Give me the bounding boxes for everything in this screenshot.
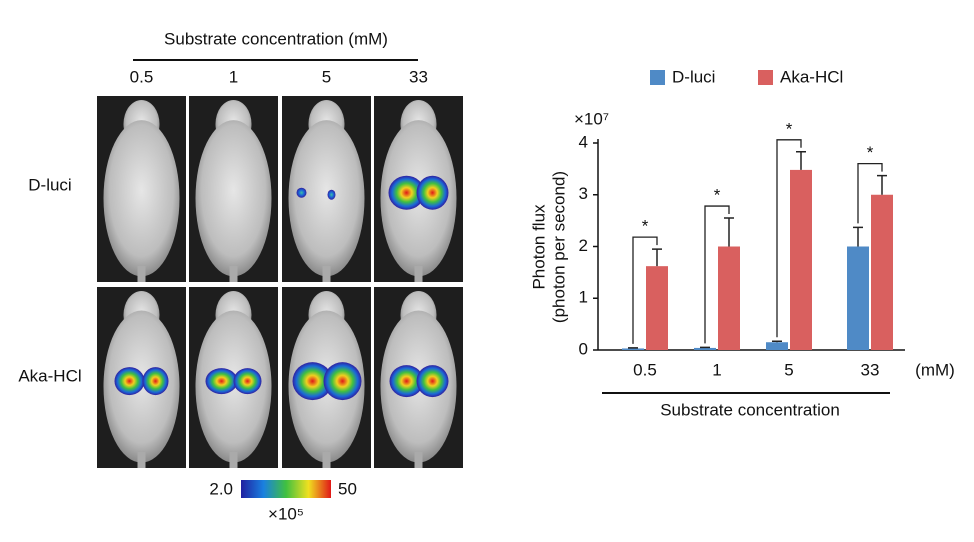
signal: [205, 368, 238, 395]
x-unit: (mM): [915, 360, 955, 379]
mouse-body: [103, 120, 180, 277]
mouse-tail: [322, 266, 331, 282]
colorbar: [241, 480, 331, 498]
significance-marker: *: [786, 119, 793, 138]
y-tick-label: 2: [579, 236, 588, 255]
colorbar-unit: ×10⁵: [268, 504, 304, 523]
column-label: 5: [322, 67, 331, 86]
error-bar: [628, 347, 638, 349]
signal: [323, 362, 362, 401]
mouse-tail: [322, 452, 331, 468]
significance-bracket: [632, 236, 658, 344]
legend-label: D-luci: [672, 67, 715, 86]
mouse-image: [374, 96, 463, 282]
mouse-image: [282, 287, 371, 468]
signal: [114, 367, 145, 396]
error-bar: [652, 248, 662, 267]
mouse-image: [97, 96, 186, 282]
column-label: 1: [229, 67, 238, 86]
mouse-body: [195, 120, 272, 277]
error-bar: [724, 217, 734, 247]
y-tick-label: 3: [579, 184, 588, 203]
signal: [233, 368, 262, 395]
bar: [790, 169, 812, 350]
signal: [296, 187, 307, 198]
bar: [694, 347, 716, 350]
y-tick-label: 0: [579, 339, 588, 358]
bar: [766, 342, 788, 350]
mouse-image: [282, 96, 371, 282]
significance-bracket: [857, 162, 883, 224]
mouse-image: [189, 287, 278, 468]
bar: [871, 194, 893, 350]
signal: [142, 367, 169, 396]
mouse-image: [189, 96, 278, 282]
significance-marker: *: [714, 186, 721, 205]
signal: [292, 362, 333, 401]
bar: [718, 246, 740, 350]
bar: [622, 348, 644, 350]
signal: [327, 189, 336, 200]
signal: [416, 365, 449, 398]
signal: [388, 175, 425, 210]
mouse-tail: [414, 452, 423, 468]
significance-bracket: [776, 139, 802, 338]
mouse-image: [374, 287, 463, 468]
error-bar: [877, 174, 887, 195]
bar: [847, 246, 869, 350]
significance-marker: *: [642, 217, 649, 236]
mouse-tail: [414, 266, 423, 282]
imaging-panel: Substrate concentration (mM) 2.0 50 ×10⁵…: [18, 29, 463, 523]
x-tick-label: 1: [712, 360, 721, 379]
y-tick-label: 4: [579, 132, 588, 151]
error-bar: [700, 346, 710, 349]
row-label: D-luci: [28, 175, 71, 194]
error-bar: [772, 340, 782, 343]
legend-swatch: [650, 70, 665, 85]
legend-label: Aka-HCl: [780, 67, 843, 86]
mouse-image: [97, 287, 186, 468]
bar-chart: 0 1 2 3 4 ×10⁷ Photon flux (photon per second) 0…: [529, 67, 954, 419]
bar: [646, 266, 668, 350]
column-label: 33: [409, 67, 428, 86]
error-bar: [796, 151, 806, 170]
significance-bracket: [704, 205, 730, 344]
imaging-title: Substrate concentration (mM): [164, 29, 388, 48]
mouse-tail: [137, 266, 146, 282]
mouse-tail: [229, 452, 238, 468]
signal: [416, 175, 449, 210]
x-tick-label: 0.5: [633, 360, 657, 379]
significance-marker: *: [867, 143, 874, 162]
y-tick-label: 1: [579, 288, 588, 307]
error-bar: [853, 226, 863, 247]
y-axis-label: Photon flux: [529, 204, 548, 290]
mouse-tail: [137, 452, 146, 468]
signal: [389, 365, 424, 398]
mouse-body: [288, 120, 365, 277]
x-tick-label: 33: [861, 360, 880, 379]
legend-swatch: [758, 70, 773, 85]
row-label: Aka-HCl: [18, 366, 81, 385]
mouse-tail: [229, 266, 238, 282]
colorbar-max: 50: [338, 479, 357, 498]
x-tick-label: 5: [784, 360, 793, 379]
column-label: 0.5: [130, 67, 154, 86]
colorbar-min: 2.0: [209, 479, 233, 498]
x-axis-label: Substrate concentration: [660, 400, 840, 419]
y-multiplier: ×10⁷: [574, 109, 609, 128]
y-axis-label: (photon per second): [549, 171, 568, 323]
